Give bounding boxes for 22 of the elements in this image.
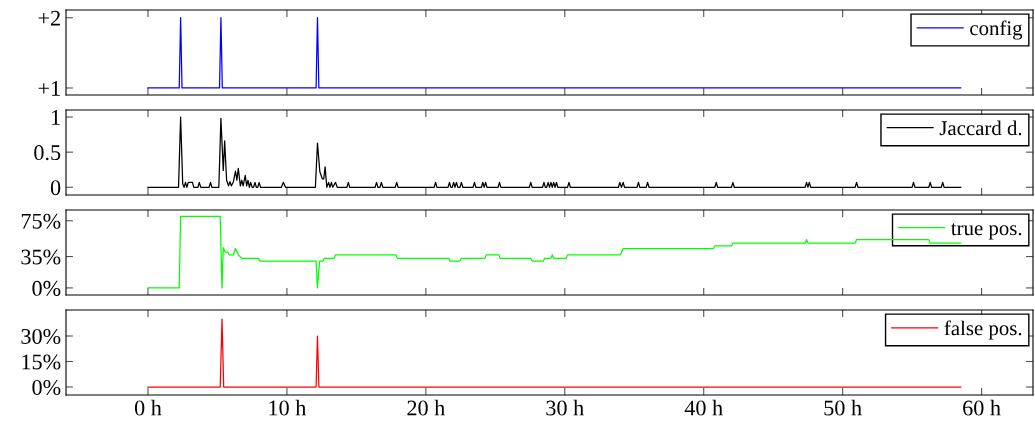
x-tick-label: 0 h <box>134 399 162 416</box>
legend-label: false pos. <box>944 320 1022 340</box>
y-tick-label: 0 <box>50 180 61 196</box>
x-tick-label: 60 h <box>963 399 1001 416</box>
y-tick-label: 30% <box>21 328 61 345</box>
y-tick-label: 1 <box>51 110 60 125</box>
x-tick-label: 20 h <box>407 399 445 416</box>
y-tick-label: 75% <box>21 213 61 229</box>
x-tick-label: 50 h <box>824 399 862 416</box>
y-tick-label: 35% <box>21 249 61 265</box>
y-tick-label: 0% <box>32 379 61 396</box>
x-tick-label: 40 h <box>684 399 723 416</box>
y-tick-label: 15% <box>22 354 61 370</box>
x-tick-label: 30 h <box>546 399 584 416</box>
legend-label: config <box>970 20 1023 40</box>
y-tick-label: +1 <box>38 81 60 96</box>
y-tick-label: 0.5 <box>34 145 61 161</box>
y-tick-label: +2 <box>38 10 60 26</box>
legend-label: Jaccard d. <box>939 120 1022 136</box>
legend-label: true pos. <box>951 223 1022 240</box>
x-tick-label: 10 h <box>269 399 307 416</box>
y-tick-label: 0% <box>32 280 61 296</box>
